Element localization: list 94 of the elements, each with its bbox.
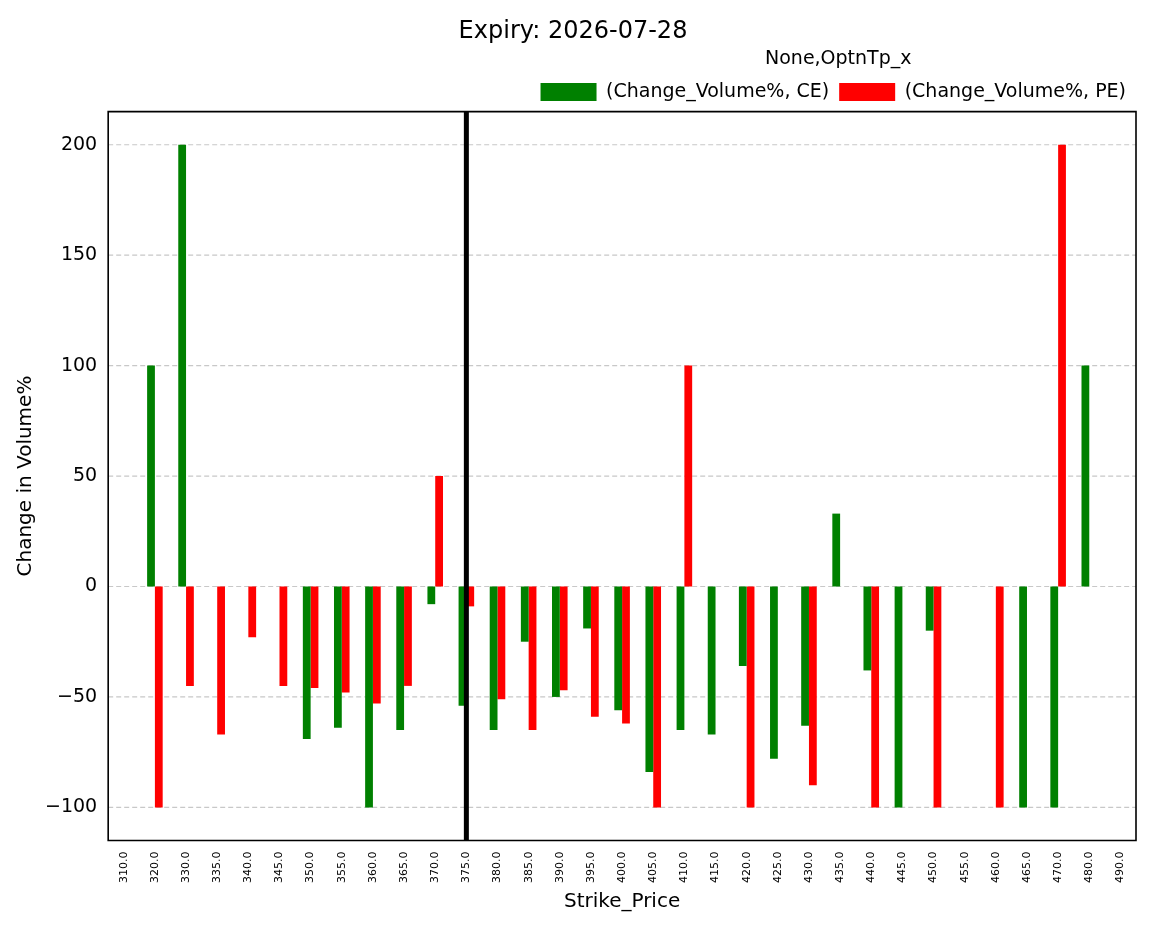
x-tick-label: 380.0: [490, 851, 504, 884]
x-axis-title: Strike_Price: [563, 888, 681, 913]
x-tick-label: 345.0: [272, 851, 286, 884]
x-tick-label: 415.0: [708, 851, 722, 884]
bar: [1050, 586, 1059, 808]
legend-label: (Change_Volume%, PE): [904, 79, 1127, 103]
bar: [770, 586, 778, 759]
bar: [154, 586, 163, 808]
x-tick-label: 440.0: [864, 851, 878, 884]
bar: [279, 586, 288, 686]
bar: [746, 586, 755, 808]
x-tick-label: 405.0: [646, 851, 660, 884]
x-tick-label: 445.0: [895, 851, 909, 884]
x-tick-label: 350.0: [303, 851, 317, 884]
x-tick-label: 455.0: [957, 851, 971, 884]
x-tick-label: 365.0: [396, 851, 410, 884]
bar: [372, 586, 381, 704]
bar: [871, 586, 880, 808]
bar: [808, 586, 817, 786]
x-tick-label: 470.0: [1050, 851, 1064, 884]
x-tick-label: 420.0: [739, 851, 753, 884]
x-tick-label: 390.0: [552, 851, 566, 884]
bar: [583, 586, 591, 629]
x-tick-label: 435.0: [832, 851, 846, 884]
y-tick-label: 200: [60, 131, 98, 154]
bar: [1019, 586, 1027, 808]
bar: [590, 586, 599, 717]
bar: [404, 586, 412, 686]
chart-title: Expiry: 2026-07-28: [458, 15, 688, 44]
bar: [147, 365, 155, 587]
y-axis-title: Change in Volume%: [12, 375, 37, 577]
bar: [365, 586, 373, 808]
x-tick-label: 330.0: [178, 851, 192, 884]
x-tick-label: 370.0: [428, 851, 442, 884]
bar: [528, 586, 537, 731]
bar: [427, 586, 436, 605]
x-tick-label: 450.0: [926, 851, 940, 884]
x-tick-label: 335.0: [210, 851, 224, 884]
x-tick-label: 375.0: [459, 851, 473, 884]
bar: [684, 365, 693, 587]
bar: [497, 586, 506, 700]
x-tick-label: 385.0: [521, 851, 535, 884]
x-tick-label: 490.0: [1113, 851, 1127, 884]
bar: [863, 586, 872, 671]
y-tick-label: 150: [60, 242, 98, 265]
bar: [707, 586, 716, 735]
x-tick-label: 410.0: [677, 851, 691, 884]
bar: [1081, 365, 1090, 587]
bar: [333, 586, 342, 728]
bar: [559, 586, 568, 691]
bar: [435, 476, 443, 587]
x-tick-label: 430.0: [801, 851, 815, 884]
x-tick-label: 480.0: [1082, 851, 1096, 884]
bar: [801, 586, 809, 726]
y-tick-label: 50: [73, 462, 98, 485]
bar: [676, 586, 685, 731]
bar: [302, 586, 311, 739]
bar: [248, 586, 257, 638]
bar: [552, 586, 560, 697]
bar: [653, 586, 662, 808]
legend-title: None,OptnTp_x: [765, 46, 912, 70]
x-tick-label: 310.0: [116, 851, 130, 884]
y-tick-label: 0: [85, 573, 98, 596]
bar: [894, 586, 903, 808]
bar: [622, 586, 630, 724]
x-tick-label: 320.0: [147, 851, 161, 884]
x-tick-label: 360.0: [365, 851, 379, 884]
bar: [520, 586, 529, 642]
x-tick-label: 425.0: [770, 851, 784, 884]
x-tick-label: 355.0: [334, 851, 348, 884]
bar: [310, 586, 319, 689]
bar: [995, 586, 1004, 808]
y-tick-label: 100: [60, 352, 98, 375]
bar: [396, 586, 405, 731]
bar: [178, 144, 187, 587]
bar: [186, 586, 194, 686]
bar: [832, 513, 841, 587]
bar: [925, 586, 934, 631]
y-tick-label: −50: [57, 683, 98, 706]
bar: [1058, 144, 1066, 587]
x-tick-label: 340.0: [241, 851, 255, 884]
bar: [645, 586, 654, 773]
x-tick-label: 400.0: [614, 851, 628, 884]
x-tick-label: 465.0: [1019, 851, 1033, 884]
x-tick-label: 395.0: [583, 851, 597, 884]
bar: [614, 586, 623, 711]
bar: [738, 586, 747, 667]
y-tick-label: −100: [45, 794, 98, 817]
legend-label: (Change_Volume%, CE): [606, 79, 830, 103]
bar: [933, 586, 942, 808]
x-tick-label: 460.0: [988, 851, 1002, 884]
bar: [341, 586, 350, 693]
bar: [217, 586, 225, 735]
bar: [489, 586, 498, 731]
